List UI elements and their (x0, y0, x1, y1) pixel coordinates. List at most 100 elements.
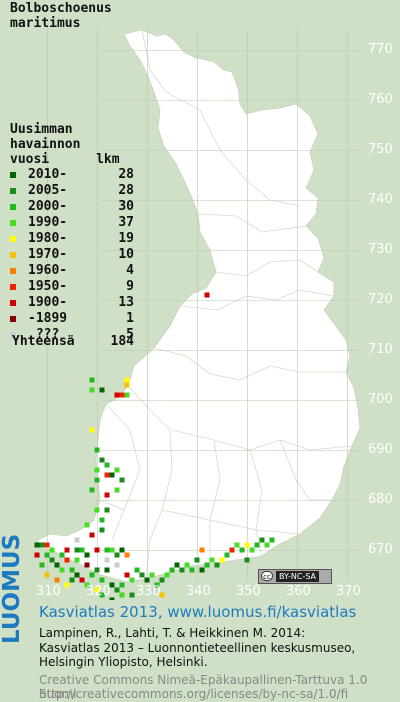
easting-label: 360 (286, 584, 311, 599)
legend-item: 1950- 9 (6, 279, 146, 295)
observation-square (199, 567, 205, 573)
legend-item: ??? 5 (6, 327, 146, 343)
legend-item-label: 1950- (28, 279, 68, 294)
observation-square (129, 577, 135, 583)
cc-icon: cc (261, 571, 273, 581)
observation-square (94, 477, 100, 483)
observation-square (44, 552, 50, 558)
observation-square (149, 587, 155, 593)
legend-item: 1900- 13 (6, 295, 146, 311)
observation-square (199, 547, 205, 553)
observation-square (99, 592, 105, 598)
observation-square (124, 377, 130, 383)
observation-square (224, 552, 230, 558)
observation-square (99, 527, 105, 533)
observation-square (114, 487, 120, 493)
observation-square (89, 532, 95, 538)
observation-square (104, 547, 110, 553)
observation-square (94, 567, 100, 573)
observation-square (269, 537, 275, 543)
credit-title-link[interactable]: Kasviatlas 2013, www.luomus.fi/kasviatla… (39, 603, 357, 621)
observation-square (139, 572, 145, 578)
observation-square (114, 587, 120, 593)
observation-square (99, 387, 105, 393)
legend-item-label: 1970- (28, 247, 68, 262)
observation-square (234, 542, 240, 548)
species-genus: Bolboschoenus (10, 1, 112, 16)
observation-square (74, 547, 80, 553)
observation-square (74, 557, 80, 563)
observation-square (124, 382, 130, 388)
observation-square (64, 582, 70, 588)
legend-item-count: 4 (126, 263, 134, 278)
observation-square (69, 567, 75, 573)
legend-item-count: 10 (118, 247, 134, 262)
observation-square (109, 472, 115, 478)
northing-label: 700 (368, 392, 393, 407)
observation-square (159, 592, 165, 598)
observation-square (124, 572, 130, 578)
observation-square (109, 597, 115, 600)
legend-item-label: 1990- (28, 215, 68, 230)
legend-item: -1899 1 (6, 311, 146, 327)
observation-square (164, 572, 170, 578)
observation-square (64, 557, 70, 563)
observation-square (99, 517, 105, 523)
observation-square (219, 557, 225, 563)
northing-label: 730 (368, 242, 393, 257)
observation-square (114, 562, 120, 568)
province-borders (99, 29, 353, 579)
observation-square (134, 567, 140, 573)
observation-square (189, 567, 195, 573)
license-line: Creative Commons Nimeä-Epäkaupallinen-Ta… (39, 673, 368, 701)
observation-square (259, 537, 265, 543)
legend-item: 2000- 30 (6, 199, 146, 215)
legend-item-label: 1980- (28, 231, 68, 246)
legend-item-count: 5 (126, 327, 134, 342)
cc-license-badge[interactable]: cc BY-NC-SA (258, 569, 332, 584)
license-url[interactable]: http://creativecommons.org/licenses/by-n… (39, 687, 349, 701)
finland-distribution-map (34, 29, 361, 600)
observation-square (149, 572, 155, 578)
observation-square (119, 582, 125, 588)
legend-item-label: -1899 (28, 311, 68, 326)
observation-square (94, 587, 100, 593)
legend-swatch (10, 332, 16, 338)
observation-square (49, 547, 55, 553)
observation-square (84, 522, 90, 528)
observation-square (44, 542, 50, 548)
legend-item-label: 2010- (28, 167, 68, 182)
easting-label: 340 (186, 584, 211, 599)
northing-label: 690 (368, 442, 393, 457)
observation-square (114, 392, 120, 398)
coordinate-grid (47, 30, 360, 580)
observation-square (94, 547, 100, 553)
legend-swatch (10, 316, 16, 322)
credit-line: Kasviatlas 2013 – Luonnontieteellinen ke… (39, 641, 356, 655)
observation-square (194, 557, 200, 563)
observation-square (249, 547, 255, 553)
legend-item-label: 1960- (28, 263, 68, 278)
observation-square (254, 542, 260, 548)
observation-square (109, 547, 115, 553)
observation-square (39, 542, 45, 548)
observation-square (34, 542, 40, 548)
observation-square (104, 507, 110, 513)
legend-item: 1960- 4 (6, 263, 146, 279)
legend-item-label: ??? (28, 327, 60, 342)
observation-square (244, 557, 250, 563)
observation-square (84, 552, 90, 558)
observation-square (114, 467, 120, 473)
legend-heading-line: Uusimman (10, 122, 73, 137)
observation-square (69, 577, 75, 583)
luomus-logo-text: LUOMUS (0, 533, 25, 644)
legend-swatch (10, 252, 16, 258)
legend-heading: Uusimman havainnon vuosi lkm (10, 122, 120, 167)
legend-item-count: 9 (126, 279, 134, 294)
observation-square (169, 567, 175, 573)
species-epithet: maritimus (10, 16, 81, 31)
observation-square (124, 392, 130, 398)
observation-square (114, 552, 120, 558)
observation-square (244, 542, 250, 548)
northing-label: 750 (368, 142, 393, 157)
